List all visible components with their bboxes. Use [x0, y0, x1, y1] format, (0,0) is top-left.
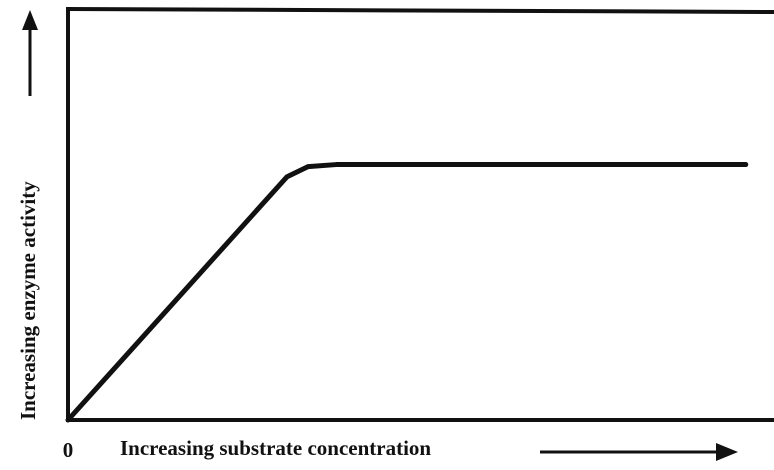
- data-line: [65, 162, 749, 423]
- frame-top: [67, 7, 774, 14]
- y-arrow: [22, 10, 38, 96]
- frame: [66, 7, 774, 422]
- x-axis-label: Increasing substrate concentration: [120, 436, 431, 460]
- x-tick-label: 0: [63, 438, 74, 462]
- x-arrow: [540, 443, 738, 461]
- y-axis-label: Increasing enzyme activity: [16, 181, 40, 420]
